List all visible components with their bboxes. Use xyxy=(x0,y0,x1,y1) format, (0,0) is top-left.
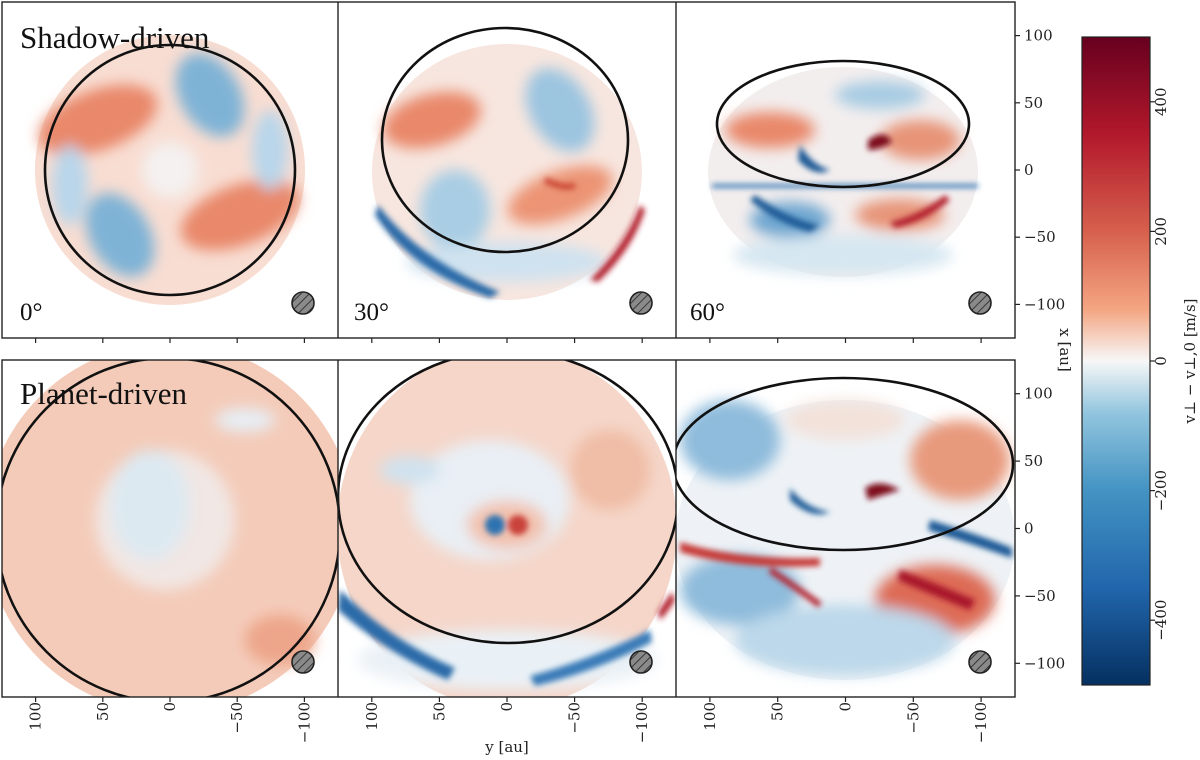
panel-planet-30deg xyxy=(338,360,676,697)
beam-icon xyxy=(629,291,653,315)
row-title-shadow: Shadow-driven xyxy=(20,20,210,55)
beam-icon xyxy=(968,291,992,315)
ring-ellipse xyxy=(380,26,630,254)
x-tick-label: 0 xyxy=(161,702,179,712)
colorbar-tick-label: −400 xyxy=(1152,600,1170,641)
y-axis-title: x [au] xyxy=(1056,328,1074,372)
x-tick-label: 0 xyxy=(498,702,516,712)
beam-icon xyxy=(629,650,653,674)
y-tick-label: 50 xyxy=(1024,94,1043,112)
x-tick-label: −50 xyxy=(228,702,246,734)
x-axis-title: y [au] xyxy=(484,738,529,756)
colorbar-tick-label: −200 xyxy=(1152,470,1170,511)
ring-ellipse xyxy=(43,43,297,297)
x-tick-label: −50 xyxy=(904,702,922,734)
colorbar-tick-label: 400 xyxy=(1152,87,1170,116)
colorbar-label: v⊥ − v⊥,0 [m/s] xyxy=(1181,298,1199,424)
colorbar-tick-label: 0 xyxy=(1152,356,1170,366)
y-tick-label: 100 xyxy=(1024,27,1053,45)
beam-icon xyxy=(968,650,992,674)
x-tick-label: 50 xyxy=(769,702,787,721)
colorbar-ticks: 400 200 0 −200 −400 xyxy=(1150,87,1170,641)
x-tick-label: 100 xyxy=(27,702,45,731)
y-tick-label: 0 xyxy=(1024,520,1034,538)
panel-planet-0deg xyxy=(2,360,338,697)
panel-shadow-30deg xyxy=(372,26,645,300)
beam-icon xyxy=(291,650,315,674)
x-tick-label: 50 xyxy=(94,702,112,721)
y-tick-label: −50 xyxy=(1024,587,1056,605)
x-tick-label: −50 xyxy=(566,702,584,734)
x-tick-label: −100 xyxy=(972,702,990,743)
x-tick-label: 100 xyxy=(363,702,381,731)
angle-label-60: 60° xyxy=(690,299,725,326)
colorbar-gradient xyxy=(1081,36,1151,686)
beam-icon xyxy=(291,291,315,315)
axis-ticks: 100 50 0 −50 −100 100 50 0 −50 −100 100 50 0 −50 −100 1… xyxy=(27,27,1066,744)
x-tick-label: −100 xyxy=(295,702,313,743)
colorbar-tick-label: 200 xyxy=(1152,217,1170,246)
x-tick-label: 100 xyxy=(701,702,719,731)
x-tick-label: −100 xyxy=(633,702,651,743)
x-tick-label: 50 xyxy=(430,702,448,721)
y-tick-label: 0 xyxy=(1024,161,1034,179)
panel-planet-60deg xyxy=(676,376,1015,680)
y-tick-label: −50 xyxy=(1024,228,1056,246)
y-tick-label: −100 xyxy=(1024,654,1065,672)
angle-label-0: 0° xyxy=(20,299,43,326)
panel-shadow-60deg xyxy=(708,59,978,277)
ring-ellipse xyxy=(715,59,971,189)
y-tick-label: −100 xyxy=(1024,295,1065,313)
ring-ellipse xyxy=(676,376,1015,552)
row-title-planet: Planet-driven xyxy=(20,376,188,411)
x-tick-label: 0 xyxy=(837,702,855,712)
colorbar: 400 200 0 −200 −400 v⊥ − v⊥,0 [m/s] xyxy=(1081,36,1199,686)
angle-label-30: 30° xyxy=(354,299,389,326)
y-tick-label: 50 xyxy=(1024,452,1043,470)
panel-shadow-0deg xyxy=(35,35,305,305)
y-tick-label: 100 xyxy=(1024,385,1053,403)
ring-ellipse xyxy=(338,360,676,645)
beam-icons xyxy=(291,291,992,674)
